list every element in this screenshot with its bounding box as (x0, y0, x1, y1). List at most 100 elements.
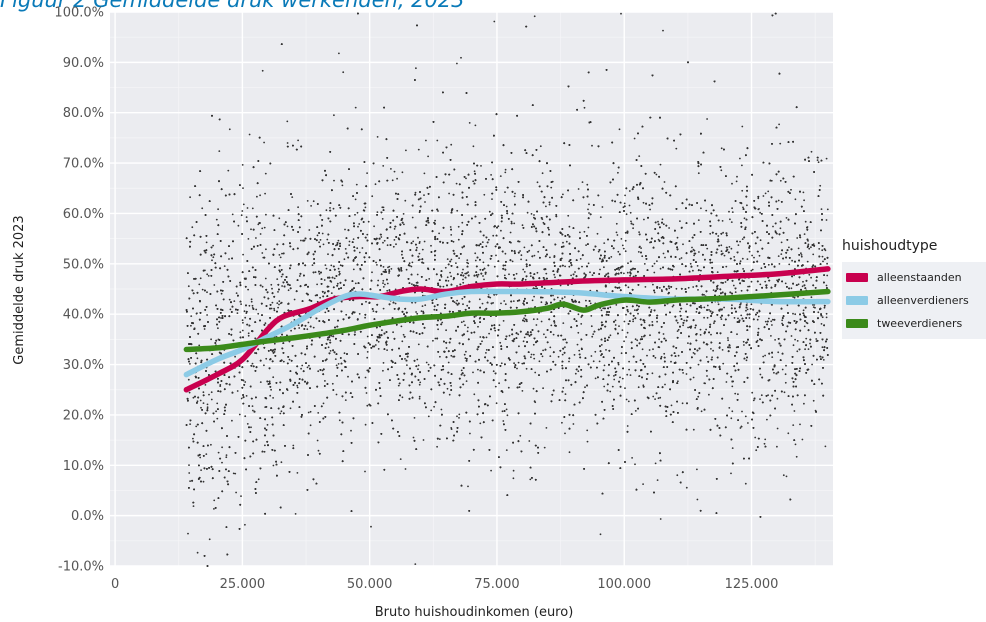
scatter-point (649, 334, 651, 337)
scatter-point (627, 286, 630, 289)
scatter-point (790, 188, 792, 191)
scatter-point (278, 300, 281, 303)
scatter-point (742, 340, 745, 343)
scatter-point (748, 317, 751, 319)
scatter-point (654, 462, 657, 465)
scatter-point (402, 213, 405, 215)
scatter-point (773, 371, 775, 374)
scatter-point (495, 254, 497, 257)
scatter-point (744, 482, 747, 485)
scatter-point (810, 150, 813, 153)
scatter-point (728, 210, 730, 213)
scatter-point (344, 248, 347, 250)
scatter-point (477, 368, 479, 371)
scatter-point (448, 192, 450, 195)
scatter-point (658, 287, 661, 289)
scatter-point (580, 316, 583, 318)
scatter-point (600, 309, 603, 312)
scatter-point (728, 407, 731, 409)
scatter-point (796, 350, 799, 353)
scatter-point (405, 268, 408, 271)
scatter-point (628, 190, 631, 192)
scatter-point (460, 56, 462, 59)
scatter-point (541, 296, 544, 299)
scatter-point (797, 247, 800, 250)
scatter-point (495, 402, 498, 405)
scatter-point (804, 348, 806, 351)
scatter-point (520, 258, 522, 261)
scatter-point (240, 397, 243, 400)
scatter-point (531, 299, 534, 302)
scatter-point (588, 203, 590, 206)
scatter-point (436, 139, 439, 142)
scatter-point (246, 423, 249, 425)
scatter-point (241, 210, 244, 212)
scatter-point (225, 456, 228, 459)
scatter-point (817, 161, 820, 164)
scatter-point (739, 260, 742, 263)
scatter-point (467, 271, 469, 273)
scatter-point (206, 291, 208, 294)
scatter-point (737, 244, 740, 247)
scatter-point (247, 288, 250, 291)
scatter-point (826, 262, 828, 265)
scatter-point (524, 278, 527, 281)
scatter-point (221, 446, 224, 449)
scatter-point (261, 252, 264, 254)
scatter-point (778, 263, 781, 265)
scatter-point (280, 275, 283, 278)
scatter-point (513, 222, 516, 225)
scatter-point (228, 128, 231, 131)
scatter-point (321, 369, 324, 372)
scatter-point (746, 308, 749, 311)
scatter-point (210, 398, 213, 401)
scatter-point (668, 287, 671, 290)
scatter-point (825, 157, 828, 160)
scatter-point (821, 249, 824, 252)
scatter-point (821, 255, 824, 258)
scatter-point (797, 283, 800, 286)
scatter-point (736, 333, 738, 336)
scatter-point (446, 276, 449, 279)
scatter-point (396, 177, 398, 180)
scatter-point (538, 360, 541, 363)
scatter-point (550, 186, 553, 189)
scatter-point (332, 207, 335, 210)
scatter-point (563, 296, 566, 298)
scatter-point (672, 304, 675, 307)
scatter-point (430, 409, 433, 412)
scatter-point (699, 334, 702, 336)
scatter-point (772, 225, 774, 228)
scatter-point (512, 469, 515, 472)
scatter-point (759, 398, 761, 400)
scatter-point (366, 351, 369, 353)
scatter-point (490, 174, 492, 176)
scatter-point (522, 268, 525, 271)
scatter-point (506, 414, 509, 417)
scatter-point (386, 244, 389, 247)
scatter-point (587, 208, 589, 211)
scatter-point (739, 427, 742, 429)
scatter-point (196, 551, 199, 554)
scatter-point (278, 217, 281, 220)
scatter-point (264, 444, 266, 447)
scatter-point (484, 273, 487, 275)
scatter-point (412, 436, 415, 439)
scatter-point (338, 419, 341, 422)
scatter-point (221, 461, 223, 464)
scatter-point (732, 284, 735, 287)
scatter-point (382, 282, 384, 284)
scatter-point (289, 407, 292, 410)
scatter-point (235, 491, 238, 494)
scatter-point (244, 523, 246, 526)
scatter-point (352, 238, 355, 241)
scatter-point (411, 283, 413, 285)
scatter-point (296, 472, 299, 474)
scatter-point (589, 302, 592, 305)
scatter-point (652, 348, 654, 351)
scatter-point (750, 269, 753, 272)
scatter-point (462, 278, 464, 281)
scatter-point (579, 231, 581, 234)
scatter-point (788, 263, 791, 266)
scatter-point (671, 305, 674, 308)
